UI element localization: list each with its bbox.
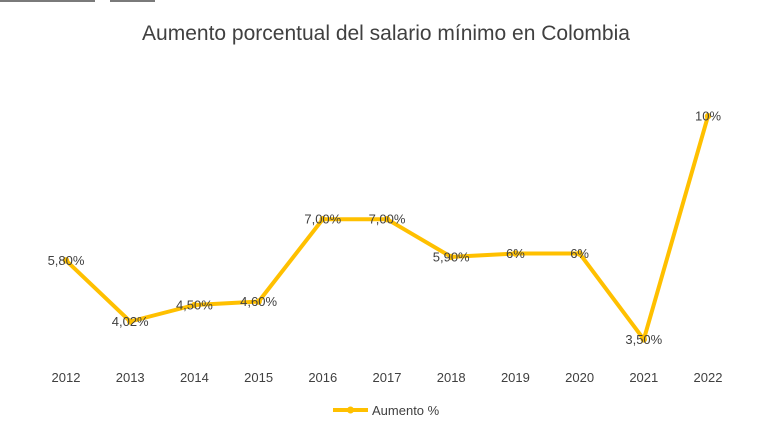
- data-point-2016: [319, 215, 326, 223]
- data-label-2014: 4,50%: [176, 298, 213, 313]
- data-point-2012: [62, 257, 70, 264]
- top-border-strip: [0, 0, 759, 3]
- data-label-2015: 4,60%: [240, 294, 277, 309]
- data-point-2019: [512, 250, 519, 257]
- x-tick-label-2021: 2021: [629, 370, 658, 385]
- data-label-2021: 3,50%: [625, 332, 662, 347]
- data-label-group: 5,80% 4,02% 4,50% 4,60% 7,00% 7,00% 5,90% 6% 6% 3…: [48, 109, 722, 347]
- legend: Aumento %: [333, 403, 440, 418]
- data-point-2013: [127, 318, 134, 325]
- x-tick-label-2016: 2016: [308, 370, 337, 385]
- data-label-2016: 7,00%: [304, 212, 341, 227]
- x-tick-label-2014: 2014: [180, 370, 209, 385]
- data-label-2013: 4,02%: [112, 314, 149, 329]
- x-tick-label-2017: 2017: [373, 370, 402, 385]
- data-point-2014: [191, 301, 198, 309]
- x-tick-label-2013: 2013: [116, 370, 145, 385]
- chart-title: Aumento porcentual del salario mínimo en…: [142, 22, 630, 45]
- x-axis: 2012 2013 2014 2015 2016 2017 2018 2019 2020 2021…: [52, 370, 723, 385]
- data-point-2017: [383, 215, 391, 223]
- data-point-2022: [704, 112, 712, 120]
- data-marker-group: [62, 112, 712, 343]
- data-label-2012: 5,80%: [48, 253, 85, 268]
- x-tick-label-2019: 2019: [501, 370, 530, 385]
- series-line-aumento: [64, 114, 710, 342]
- data-point-2018: [448, 253, 455, 261]
- x-tick-label-2012: 2012: [52, 370, 81, 385]
- data-label-2017: 7,00%: [369, 212, 406, 227]
- data-point-2021: [640, 336, 647, 343]
- data-label-2019: 6%: [506, 246, 525, 261]
- x-tick-label-2020: 2020: [565, 370, 594, 385]
- x-tick-label-2022: 2022: [694, 370, 723, 385]
- x-tick-label-2015: 2015: [244, 370, 273, 385]
- data-label-2018: 5,90%: [433, 249, 470, 264]
- data-label-2020: 6%: [570, 246, 589, 261]
- data-label-2022: 10%: [695, 109, 721, 124]
- legend-label: Aumento %: [372, 403, 440, 418]
- data-point-2015: [255, 298, 262, 305]
- legend-marker-swatch: [347, 406, 354, 414]
- data-point-2020: [576, 250, 583, 257]
- x-tick-label-2018: 2018: [437, 370, 466, 385]
- series-line-group: [64, 114, 710, 342]
